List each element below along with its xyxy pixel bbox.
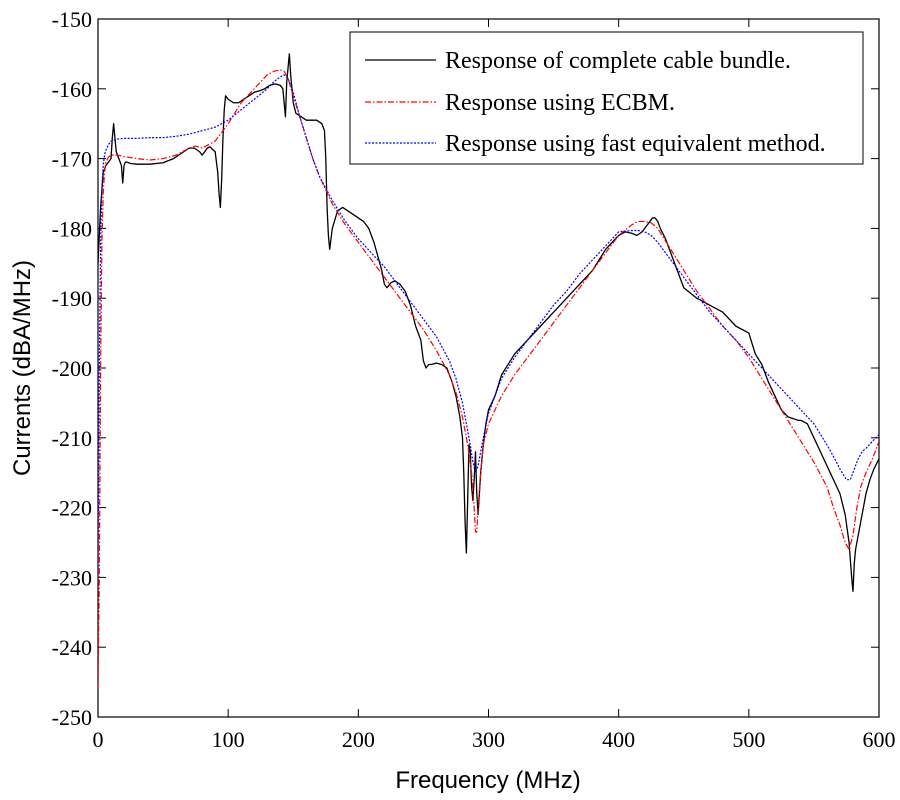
legend-box	[349, 31, 864, 165]
legend: Response of complete cable bundle. Respo…	[349, 31, 864, 165]
y-tick-label: -200	[52, 356, 92, 381]
y-tick-label: -170	[52, 147, 92, 172]
y-tick-label: -250	[52, 705, 92, 730]
axis-tick-labels: 0 100 200 300 400 500 600 -150 -160 -170 -180 -190 -…	[52, 7, 896, 752]
y-tick-label: -210	[52, 426, 92, 451]
x-axis-label: Frequency (MHz)	[395, 767, 580, 794]
x-tick-label: 600	[863, 727, 896, 752]
x-tick-label: 100	[212, 727, 245, 752]
y-axis-label: Currents (dBA/MHz)	[9, 260, 36, 476]
legend-label-fast-equivalent: Response using fast equivalent method.	[445, 131, 826, 157]
y-tick-label: -180	[52, 216, 92, 241]
series-line-1	[98, 69, 879, 690]
x-tick-label: 500	[732, 727, 765, 752]
x-tick-label: 200	[342, 727, 375, 752]
y-tick-label: -230	[52, 565, 92, 590]
y-tick-label: -240	[52, 635, 92, 660]
y-tick-label: -150	[52, 7, 92, 32]
series-line-0	[98, 53, 879, 593]
series-lines	[98, 53, 879, 690]
x-tick-label: 400	[602, 727, 635, 752]
series-line-2	[98, 74, 879, 578]
y-tick-label: -220	[52, 496, 92, 521]
y-tick-label: -160	[52, 77, 92, 102]
x-tick-label: 300	[472, 727, 505, 752]
y-tick-label: -190	[52, 286, 92, 311]
legend-label-ecbm: Response using ECBM.	[445, 90, 675, 116]
x-tick-label: 0	[93, 727, 104, 752]
legend-label-complete-bundle: Response of complete cable bundle.	[445, 48, 791, 74]
